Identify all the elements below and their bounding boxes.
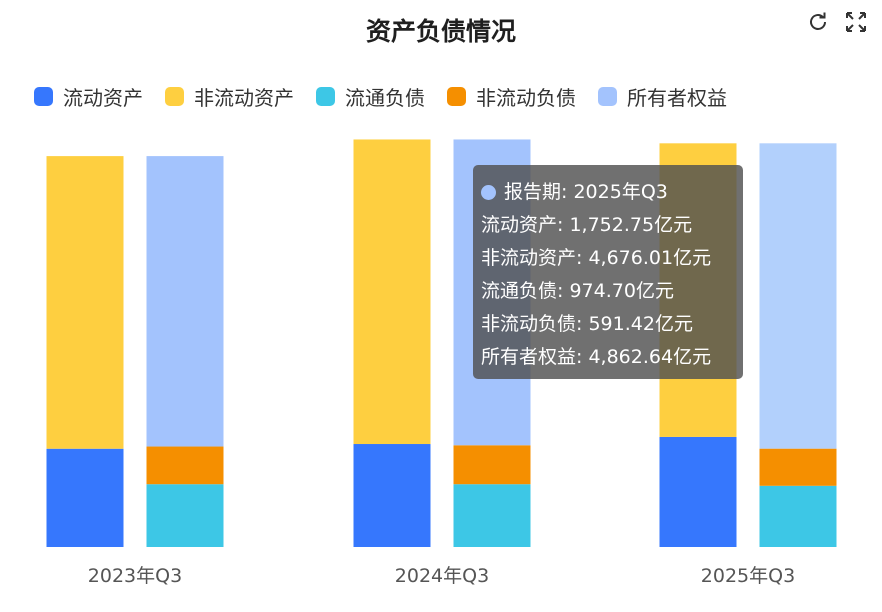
legend-item-current-assets[interactable]: 流动资产: [34, 82, 143, 111]
refresh-icon[interactable]: [806, 10, 830, 34]
tooltip-row: 所有者权益: 4,862.64亿元: [481, 346, 712, 368]
legend-swatch: [316, 87, 335, 106]
legend-swatch: [598, 87, 617, 106]
bar-liabilities_equity-0-1[interactable]: [146, 484, 224, 547]
tooltip-row: 非流动负债: 591.42亿元: [481, 313, 693, 335]
legend-label: 非流动负债: [476, 86, 576, 110]
bar-assets-1-1[interactable]: [46, 156, 124, 449]
legend-item-noncurrent-liabilities[interactable]: 非流动负债: [447, 82, 576, 111]
tooltip-row: 非流动资产: 4,676.01亿元: [481, 247, 712, 269]
legend-item-current-liabilities[interactable]: 流通负债: [316, 82, 425, 111]
tooltip-header: 报告期: 2025年Q3: [481, 176, 743, 209]
legend-swatch: [447, 87, 466, 106]
legend-item-noncurrent-assets[interactable]: 非流动资产: [165, 82, 294, 111]
tooltip-row: 流通负债: 974.70亿元: [481, 280, 674, 302]
chart-legend: 流动资产 非流动资产 流通负债 非流动负债 所有者权益: [34, 82, 727, 111]
bar-liabilities_equity-1-1[interactable]: [146, 446, 224, 485]
bar-assets-0-3[interactable]: [659, 436, 737, 547]
legend-label: 所有者权益: [627, 86, 727, 110]
tooltip-row: 流动资产: 1,752.75亿元: [481, 214, 693, 236]
legend-label: 流动资产: [63, 86, 143, 110]
chart-title: 资产负债情况: [365, 17, 516, 46]
tooltip-period: 2025年Q3: [573, 181, 668, 203]
bar-liabilities_equity-1-3[interactable]: [759, 448, 837, 486]
bar-liabilities_equity-2-1[interactable]: [146, 156, 224, 447]
bar-liabilities_equity-1-2[interactable]: [453, 445, 531, 485]
legend-item-equity[interactable]: 所有者权益: [598, 82, 727, 111]
chart-tooltip: 报告期: 2025年Q3 流动资产: 1,752.75亿元 非流动资产: 4,6…: [473, 165, 743, 379]
bar-assets-1-2[interactable]: [353, 139, 431, 445]
x-tick-label: 2023年Q3: [88, 565, 182, 587]
bar-assets-0-1[interactable]: [46, 448, 124, 547]
legend-swatch: [34, 87, 53, 106]
chart-toolbar: [806, 10, 868, 34]
bar-liabilities_equity-0-2[interactable]: [453, 484, 531, 547]
tooltip-marker-dot: [481, 185, 496, 200]
x-tick-label: 2025年Q3: [701, 565, 795, 587]
legend-label: 非流动资产: [194, 86, 294, 110]
bar-liabilities_equity-0-3[interactable]: [759, 485, 837, 547]
tooltip-period-label: 报告期: [504, 181, 562, 203]
bar-assets-0-2[interactable]: [353, 444, 431, 547]
bar-liabilities_equity-2-3[interactable]: [759, 143, 837, 449]
legend-label: 流通负债: [345, 86, 425, 110]
legend-swatch: [165, 87, 184, 106]
x-tick-label: 2024年Q3: [395, 565, 489, 587]
fullscreen-icon[interactable]: [844, 10, 868, 34]
